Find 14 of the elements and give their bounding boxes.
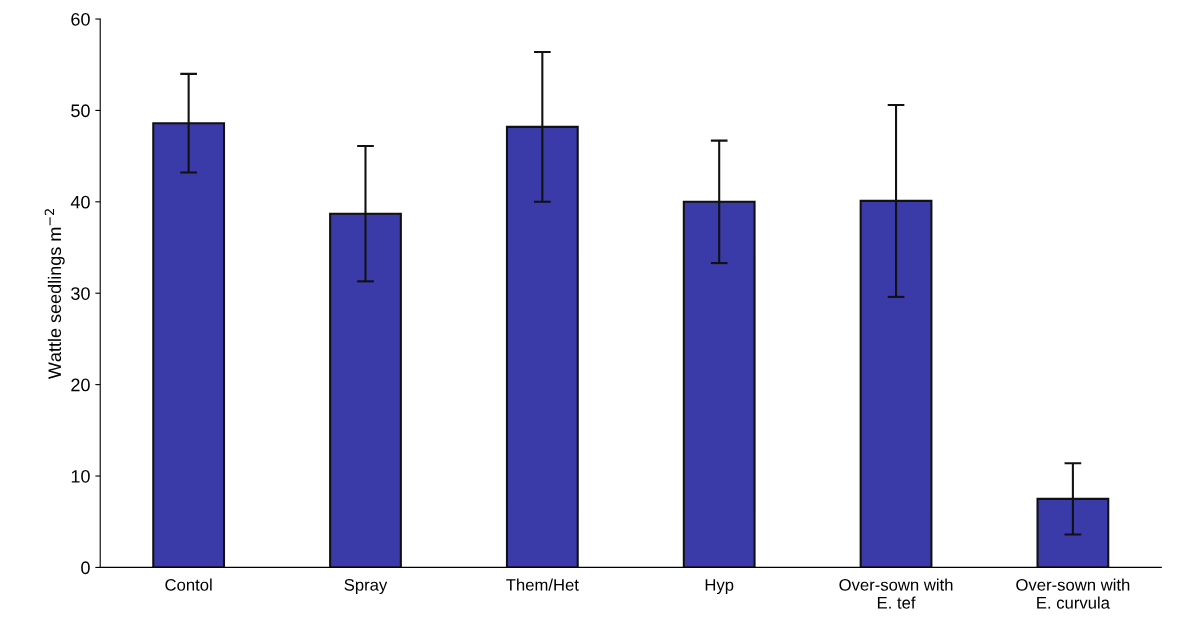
y-tick-label: 30	[71, 287, 90, 300]
y-axis-title: Wattle seedlings m$^{−2}$	[44, 209, 65, 380]
x-tick-label: Over-sown with E. curvula	[1016, 578, 1130, 609]
x-tick-label: Over-sown with E. tef	[839, 578, 953, 609]
x-tick-label: Contol	[165, 578, 212, 591]
x-tick-label: Spray	[344, 578, 388, 595]
y-tick-label: 0	[81, 561, 90, 575]
y-tick-label: 10	[71, 469, 90, 483]
y-tick-label: 60	[71, 12, 90, 26]
x-tick-label: Hyp	[705, 579, 734, 595]
y-tick-label: 20	[71, 378, 90, 392]
y-tick-label: 40	[70, 195, 90, 209]
x-tick-label: Them/Het	[506, 578, 579, 591]
y-tick-label: 50	[71, 104, 90, 118]
